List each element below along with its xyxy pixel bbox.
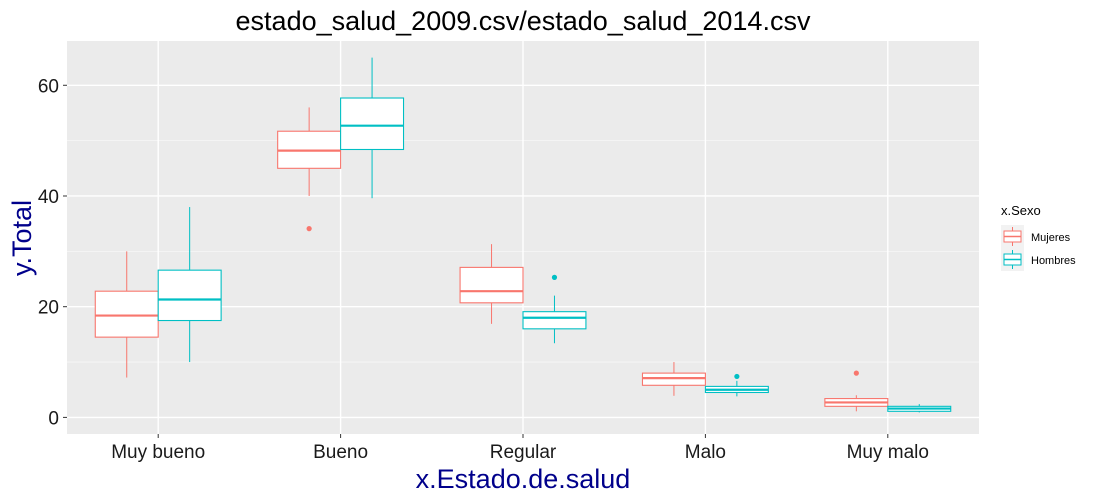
- legend: x.Sexo Mujeres Hombres: [1001, 203, 1076, 271]
- x-axis-ticks: Muy bueno Bueno Regular Malo Muy malo: [111, 434, 929, 463]
- box-mujeres-muy-bueno: [94, 251, 159, 378]
- legend-item-hombres: Hombres: [1001, 248, 1076, 271]
- outlier-point: [306, 226, 312, 232]
- legend-title: x.Sexo: [1001, 203, 1041, 218]
- legend-item-mujeres: Mujeres: [1001, 225, 1071, 248]
- box-hombres-bueno: [340, 57, 405, 199]
- x-tick-label: Muy bueno: [111, 442, 205, 463]
- legend-label: Mujeres: [1031, 232, 1071, 244]
- legend-label: Hombres: [1031, 255, 1076, 267]
- x-axis-title: x.Estado.de.salud: [416, 464, 631, 494]
- box-mujeres-muy-malo: [824, 370, 889, 412]
- boxplot-series: [94, 57, 952, 413]
- outlier-point: [734, 373, 740, 380]
- x-tick-label: Malo: [685, 442, 726, 463]
- box-mujeres-bueno: [277, 107, 342, 232]
- y-tick-label: 0: [48, 408, 59, 429]
- box-hombres-muy-malo: [887, 404, 952, 413]
- x-tick-label: Muy malo: [847, 442, 929, 463]
- iqr-box: [340, 97, 405, 151]
- outlier-point: [551, 274, 558, 280]
- y-tick-label: 20: [38, 298, 59, 319]
- box-hombres-malo: [704, 373, 769, 397]
- y-tick-label: 40: [38, 187, 59, 208]
- iqr-box: [94, 290, 159, 338]
- y-axis-title: y.Total: [7, 200, 37, 276]
- chart-title: estado_salud_2009.csv/estado_salud_2014.…: [236, 6, 811, 36]
- iqr-box: [522, 311, 587, 330]
- iqr-box: [641, 372, 706, 386]
- box-hombres-muy-bueno: [157, 207, 222, 363]
- y-axis-ticks: 0 20 40 60: [38, 76, 67, 429]
- outlier-point: [853, 370, 859, 376]
- x-tick-label: Bueno: [313, 442, 368, 463]
- iqr-box: [459, 266, 524, 304]
- box-hombres-regular: [522, 274, 587, 344]
- iqr-box: [157, 269, 222, 322]
- box-mujeres-malo: [641, 362, 706, 396]
- x-tick-label: Regular: [490, 442, 557, 463]
- box-mujeres-regular: [459, 244, 524, 324]
- y-tick-label: 60: [38, 76, 59, 97]
